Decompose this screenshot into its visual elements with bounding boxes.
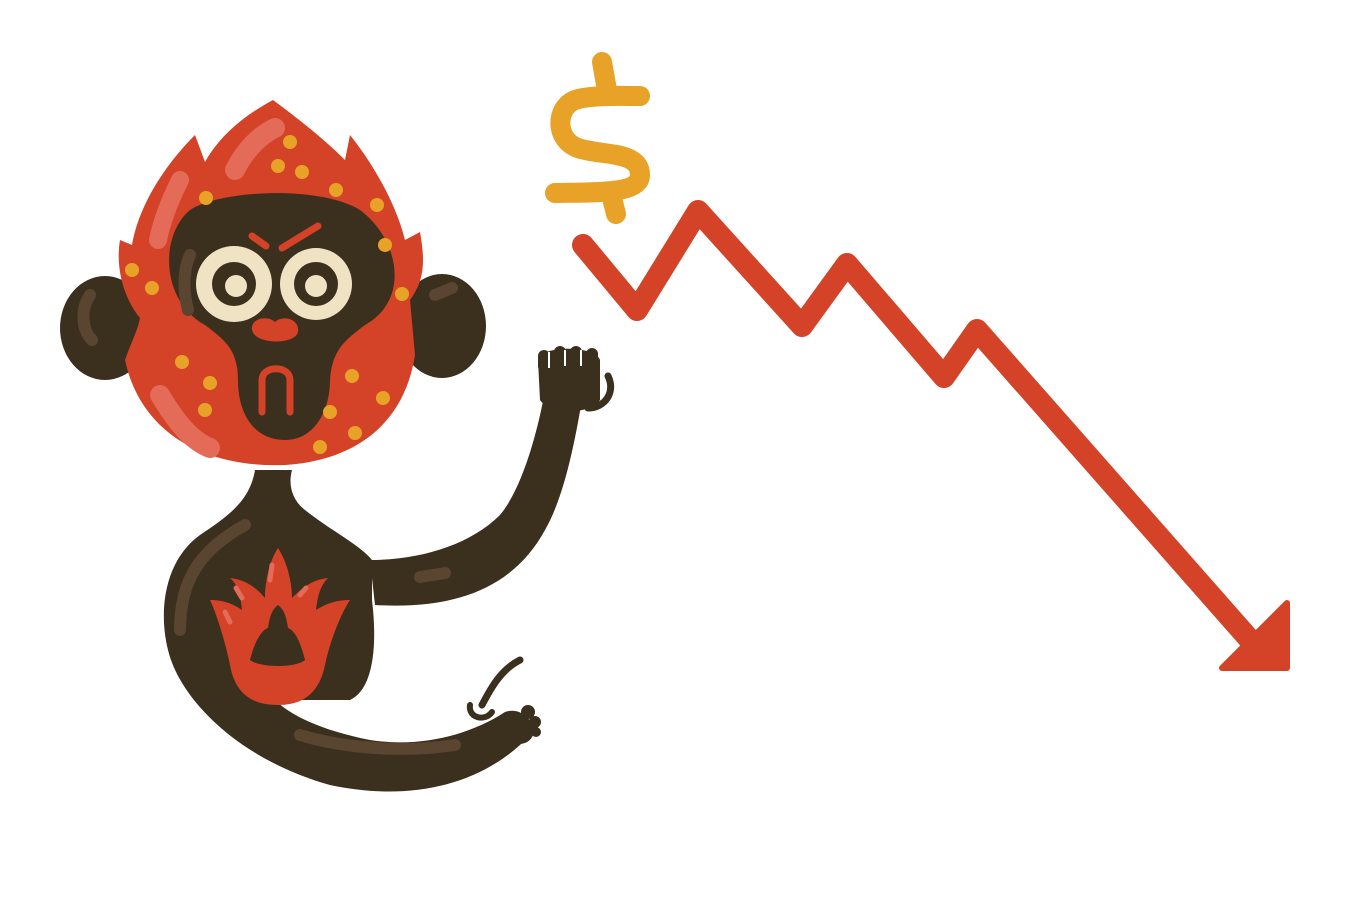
monkey-fist [538,346,615,412]
monkey-body-highlight [174,519,251,636]
dollar-sign-icon [545,52,650,224]
angry-eyebrows [248,222,322,252]
mask-highlights [149,118,285,458]
chest-flame-emblem [210,548,350,705]
monkey-ears [60,274,486,380]
monkey-raised-arm [370,390,582,606]
monkey-tail-curl [466,702,495,721]
monkey-mouth [258,365,294,416]
monkey-arm-highlight [414,567,451,583]
mask-dots [125,135,409,454]
monkey-eyes [196,246,352,322]
down-trend-arrow-icon [572,200,1290,671]
monkey-nose [251,318,299,342]
monkey-body [163,470,530,792]
monkey-tail-highlight [294,729,461,755]
monkey-tail-hand [506,705,541,744]
monkey-tail [478,656,524,709]
face-highlight [178,249,196,316]
monkey-mascot [60,100,615,792]
